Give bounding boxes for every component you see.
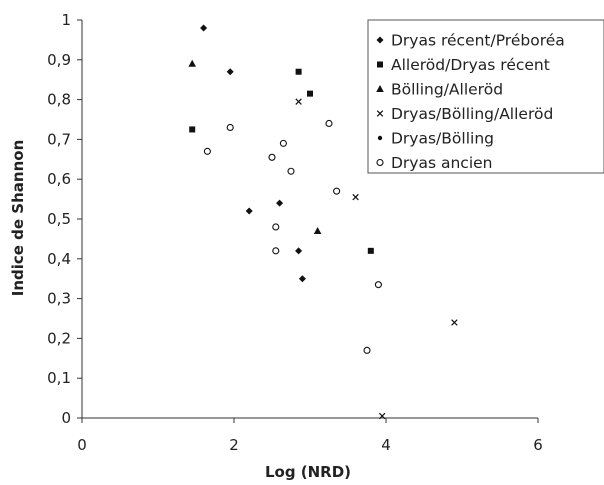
legend-item: Dryas ancien <box>376 154 493 172</box>
axes: 0 0,1 0,2 0,3 0,4 0,5 0,6 0,7 0,8 0,9 1 0 2 4 6 <box>47 11 543 454</box>
y-tick-label: 0,4 <box>47 250 71 268</box>
legend-marker <box>376 110 384 117</box>
y-tick-label: 0 <box>61 409 71 427</box>
data-point <box>307 90 313 97</box>
data-point <box>188 59 196 67</box>
y-tick-label: 0,7 <box>47 130 71 148</box>
data-point <box>245 207 253 215</box>
series-1 <box>189 68 374 254</box>
legend-marker <box>376 158 384 167</box>
legend-item: Dryas récent/Préboréa <box>376 32 565 50</box>
data-point <box>226 68 234 76</box>
y-tick-label: 0,3 <box>47 290 71 308</box>
legend-label: Alleröd/Dryas récent <box>391 56 550 74</box>
series-5 <box>203 119 382 354</box>
data-point <box>298 275 306 283</box>
y-tick-label: 0,9 <box>47 51 71 69</box>
legend: Dryas récent/Préboréa Alleröd/Dryas récen… <box>367 19 604 174</box>
data-point <box>203 147 211 155</box>
data-point <box>279 139 287 147</box>
legend-box <box>367 19 604 174</box>
data-point <box>276 199 284 207</box>
y-tick-label: 0,1 <box>47 369 71 387</box>
x-tick-label: 0 <box>77 436 87 454</box>
legend-marker <box>377 135 383 141</box>
data-point <box>313 226 322 234</box>
legend-label: Dryas/Bölling <box>391 130 494 148</box>
x-tick-label: 4 <box>381 436 391 454</box>
data-point <box>200 24 208 32</box>
data-point <box>272 223 280 231</box>
data-point <box>451 319 458 326</box>
legend-item: Alleröd/Dryas récent <box>377 56 550 74</box>
data-point <box>352 193 359 201</box>
y-tick-label: 0,6 <box>47 170 71 188</box>
data-point <box>295 68 302 75</box>
data-point <box>268 153 276 161</box>
legend-marker <box>376 36 384 44</box>
legend-marker <box>376 85 384 92</box>
y-tick-label: 0,5 <box>47 210 71 228</box>
data-point <box>378 412 386 420</box>
data-point <box>363 346 371 354</box>
legend-item: Bölling/Alleröd <box>376 81 503 99</box>
data-point <box>272 247 280 255</box>
data-point <box>295 98 302 105</box>
y-tick-label: 0,8 <box>47 91 71 109</box>
data-point <box>374 281 382 289</box>
y-tick-label: 0,2 <box>47 329 71 347</box>
x-tick-label: 2 <box>229 436 239 454</box>
legend-item: Dryas/Bölling <box>377 130 494 148</box>
legend-label: Dryas ancien <box>391 154 493 172</box>
legend-label: Dryas récent/Préboréa <box>391 32 565 50</box>
series-3 <box>295 98 458 420</box>
y-axis-title: Indice de Shannon <box>9 140 27 297</box>
data-point <box>325 119 333 128</box>
x-tick-label: 6 <box>533 436 543 454</box>
data-point <box>189 126 196 133</box>
data-point <box>287 167 295 175</box>
series-0 <box>200 24 306 283</box>
series-2 <box>188 59 322 234</box>
y-tick-label: 1 <box>61 11 71 29</box>
data-point <box>226 123 234 132</box>
legend-marker <box>377 61 383 68</box>
legend-label: Dryas/Bölling/Alleröd <box>391 105 553 123</box>
x-axis-title: Log (NRD) <box>265 463 351 481</box>
data-point <box>367 247 374 254</box>
legend-label: Bölling/Alleröd <box>391 81 503 99</box>
data-point <box>333 187 341 195</box>
legend-item: Dryas/Bölling/Alleröd <box>376 105 553 123</box>
data-points <box>188 24 458 420</box>
data-point <box>295 247 303 255</box>
